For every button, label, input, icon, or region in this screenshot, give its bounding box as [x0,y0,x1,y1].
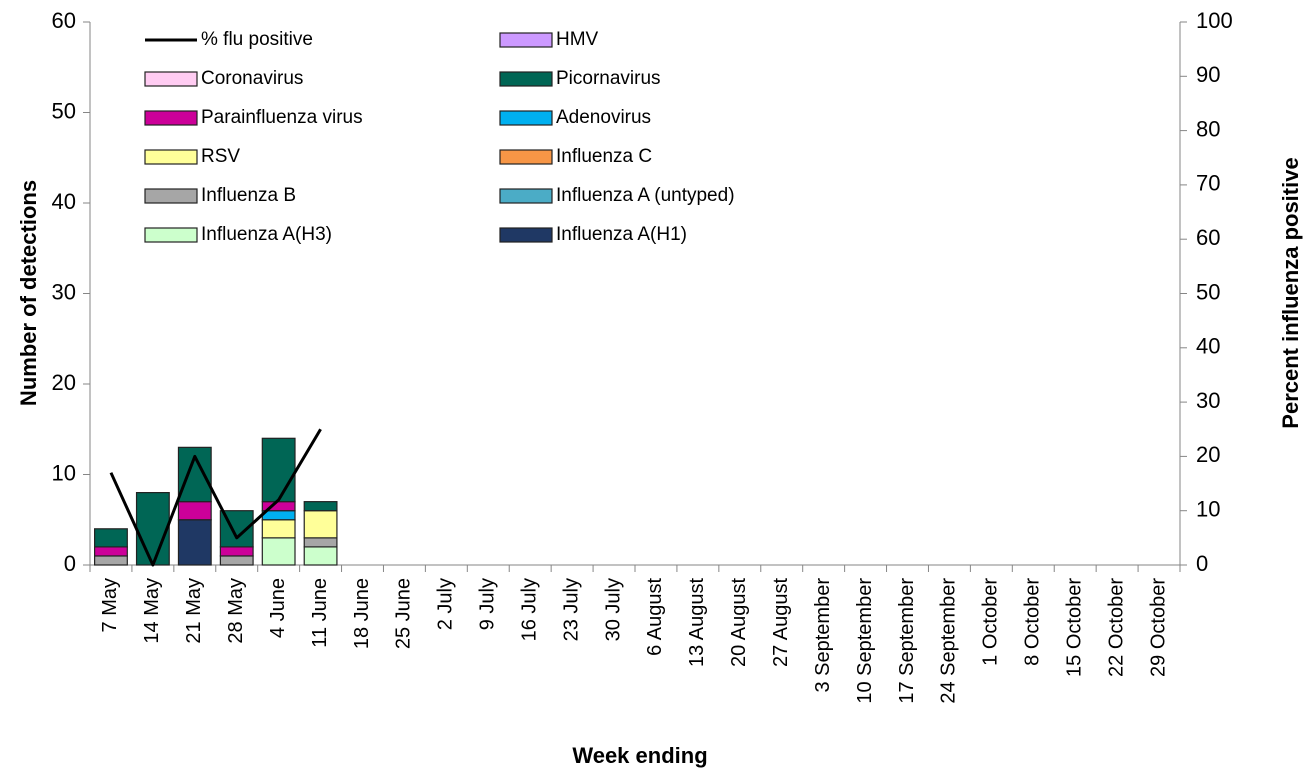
legend-label: HMV [556,29,599,50]
legend-swatch [144,188,198,204]
bar-segment [177,519,212,566]
legend-label: Adenovirus [556,107,651,128]
legend-swatch [144,227,198,243]
legend-swatch [499,32,553,48]
x-axis-title: Week ending [572,743,707,768]
y-axis-title: Number of detections [16,180,41,406]
x-tick-label: 4 June [267,578,289,638]
legend-swatch [144,71,198,87]
x-tick-label: 15 October [1063,578,1085,677]
x-tick-label: 25 June [393,578,415,649]
legend-label: Influenza A(H1) [556,224,687,245]
legend-label: Influenza A (untyped) [556,185,735,206]
bar-segment [94,528,128,548]
y-tick-label: 50 [52,98,76,123]
bar-segment [303,537,338,548]
bar-segment [261,537,296,566]
x-tick-label: 28 May [225,578,247,644]
y-tick-label: 10 [52,460,76,485]
line [109,428,322,567]
x-tick-label: 29 October [1147,578,1169,677]
legend-label: Picornavirus [556,68,661,89]
y-tick-label: 40 [52,189,76,214]
x-tick-label: 11 June [309,578,331,648]
x-tick-label: 16 July [518,578,540,641]
y-tick-label: 0 [64,551,76,576]
bar-segment [303,546,338,566]
y2-tick-label: 50 [1196,279,1220,304]
y2-tick-label: 80 [1196,116,1220,141]
y2-tick-label: 70 [1196,171,1220,196]
y2-tick-label: 20 [1196,442,1220,467]
y-tick-label: 30 [52,279,76,304]
bar-segment [135,492,170,566]
x-tick-label: 10 September [854,578,876,704]
legend-swatch [499,188,553,204]
y2-tick-label: 100 [1196,8,1233,33]
bar-segment [94,555,128,566]
bar-segment [177,501,212,521]
legend-label: RSV [201,146,240,167]
x-tick-label: 14 May [141,578,163,644]
legend-swatch [499,227,553,243]
bar-segment [94,546,128,557]
legend-label: Parainfluenza virus [201,107,363,128]
legend-swatch [499,71,553,87]
x-tick-label: 18 June [351,578,373,649]
y-tick-label: 60 [52,8,76,33]
legend-label: Influenza A(H3) [201,224,332,245]
x-tick-label: 23 July [560,578,582,641]
y-tick-label: 20 [52,370,76,395]
y2-tick-label: 40 [1196,334,1220,359]
y2-tick-label: 0 [1196,551,1208,576]
x-tick-label: 30 July [602,578,624,641]
x-tick-label: 8 October [1022,578,1044,666]
legend-swatch [144,149,198,165]
bar-segment [303,510,338,539]
x-tick-label: 2 July [435,578,457,630]
bar-segment [219,546,254,557]
bar-segment [219,555,254,566]
x-tick-label: 24 September [938,578,960,704]
x-tick-label: 7 May [99,578,121,632]
x-tick-label: 22 October [1105,578,1127,677]
x-tick-label: 21 May [183,578,205,644]
legend-label: Influenza C [556,146,652,167]
x-tick-label: 6 August [644,578,666,656]
y2-tick-label: 90 [1196,62,1220,87]
legend-label: Coronavirus [201,68,303,89]
legend-label: % flu positive [201,29,313,50]
x-tick-label: 17 September [896,578,918,704]
x-tick-label: 1 October [980,578,1002,666]
bar-segment [261,519,296,539]
bar-segment [303,501,338,512]
legend-label: Influenza B [201,185,296,206]
y2-tick-label: 10 [1196,497,1220,522]
y2-axis-title: Percent influenza positive [1278,157,1303,428]
legend-swatch [144,110,198,126]
x-tick-label: 13 August [686,578,708,667]
bar-segment [261,437,296,503]
y2-tick-label: 60 [1196,225,1220,250]
x-tick-label: 9 July [477,578,499,630]
x-tick-label: 20 August [728,578,750,667]
legend-swatch [499,149,553,165]
y2-tick-label: 30 [1196,388,1220,413]
legend-swatch [499,110,553,126]
x-tick-label: 3 September [812,578,834,693]
x-tick-label: 27 August [770,578,792,667]
